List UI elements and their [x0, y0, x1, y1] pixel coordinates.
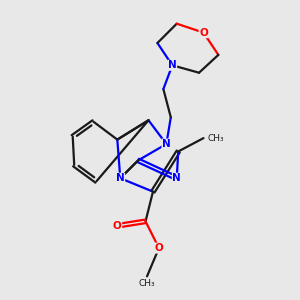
- Text: N: N: [116, 173, 125, 183]
- Text: O: O: [113, 221, 122, 231]
- Text: O: O: [154, 243, 163, 253]
- Text: N: N: [168, 60, 177, 70]
- Text: O: O: [199, 28, 208, 38]
- Text: CH₃: CH₃: [139, 279, 155, 288]
- Text: N: N: [162, 139, 171, 149]
- Text: N: N: [172, 173, 181, 183]
- Text: CH₃: CH₃: [208, 134, 225, 142]
